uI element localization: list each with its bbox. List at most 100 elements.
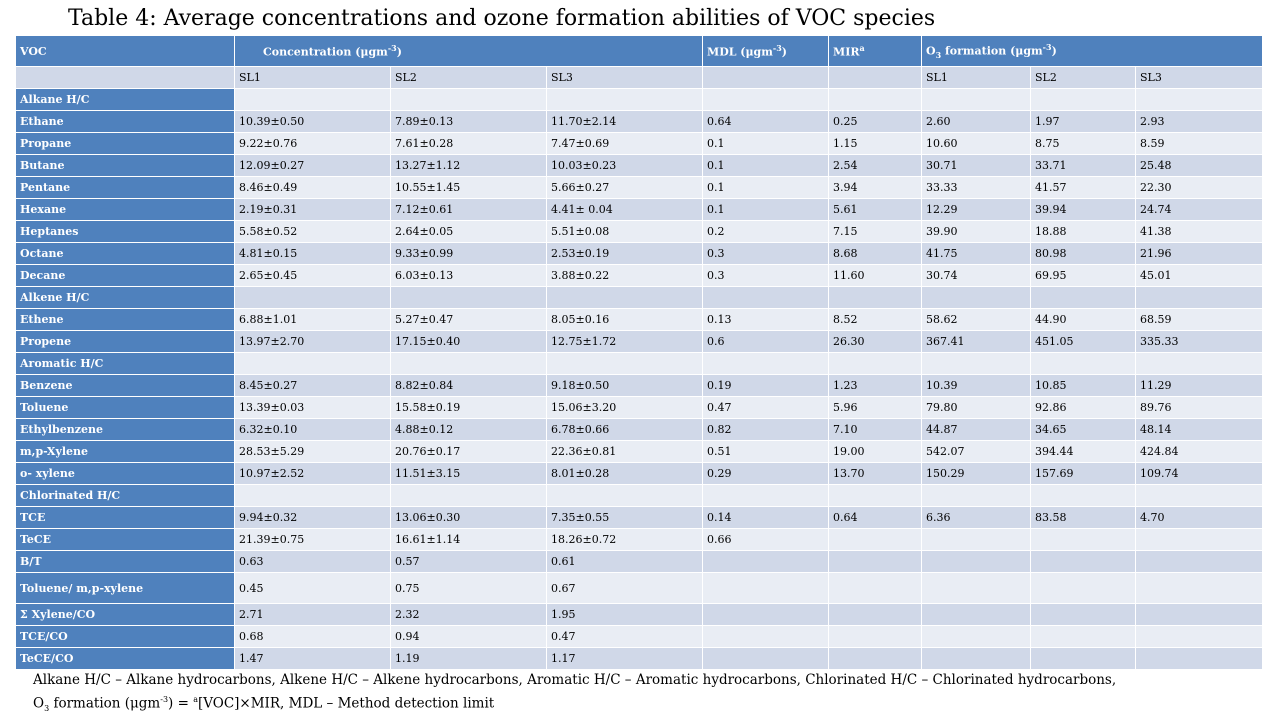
table-row: Aromatic H/C <box>15 352 1264 375</box>
table-cell: 0.19 <box>702 374 830 397</box>
table-cell <box>921 603 1032 626</box>
table-cell: 0.63 <box>234 550 391 573</box>
table-cell: 9.33±0.99 <box>390 242 547 265</box>
table-cell <box>1030 647 1137 670</box>
table-cell <box>1030 572 1137 604</box>
table-cell <box>921 572 1032 604</box>
table-cell: 10.39 <box>921 374 1032 397</box>
table-cell: 2.53±0.19 <box>545 242 704 265</box>
table-row: B/T 0.63 0.57 0.61 <box>15 550 1264 573</box>
table-cell <box>921 550 1032 573</box>
table-cell <box>1030 528 1137 551</box>
table-cell <box>828 647 923 670</box>
table-cell: 21.39±0.75 <box>234 528 391 551</box>
table-cell: 6.78±0.66 <box>545 418 704 441</box>
table-cell: 45.01 <box>1135 264 1264 287</box>
table-cell <box>702 352 830 375</box>
row-label: Ethene <box>15 308 235 331</box>
row-label: o- xylene <box>15 462 235 485</box>
table-cell: 7.15 <box>828 220 923 243</box>
table-cell: 5.27±0.47 <box>390 308 547 331</box>
table-cell: 0.1 <box>702 176 830 199</box>
table-row: Hexane 2.19±0.31 7.12±0.61 4.41± 0.04 0.1 5.6… <box>15 198 1264 221</box>
table-cell <box>702 550 830 573</box>
table-cell <box>702 603 830 626</box>
table-cell: 10.60 <box>921 132 1032 155</box>
table-cell: 7.12±0.61 <box>390 198 547 221</box>
table-cell: 0.3 <box>702 264 830 287</box>
voc-table: VOC Concentration (μgm-3) MDL (μgm-3) MI… <box>15 35 1264 670</box>
row-label: TeCE/CO <box>15 647 235 670</box>
table-cell: 0.47 <box>702 396 830 419</box>
table-cell: 335.33 <box>1135 330 1264 353</box>
table-row: Benzene 8.45±0.27 8.82±0.84 9.18±0.50 0.19 1.… <box>15 374 1264 397</box>
table-cell: 1.15 <box>828 132 923 155</box>
table-cell <box>828 603 923 626</box>
table-cell: 3.88±0.22 <box>545 264 704 287</box>
table-cell <box>390 286 547 309</box>
row-label: Propene <box>15 330 235 353</box>
table-cell <box>1135 572 1264 604</box>
table-cell: 424.84 <box>1135 440 1264 463</box>
table-cell: 25.48 <box>1135 154 1264 177</box>
row-label: Aromatic H/C <box>15 352 235 375</box>
table-cell <box>828 550 923 573</box>
table-cell: 6.88±1.01 <box>234 308 391 331</box>
table-row: Octane 4.81±0.15 9.33±0.99 2.53±0.19 0.3 8.68… <box>15 242 1264 265</box>
table-cell: 0.64 <box>828 506 923 529</box>
table-cell: 3.94 <box>828 176 923 199</box>
table-cell: 8.46±0.49 <box>234 176 391 199</box>
table-cell: 8.68 <box>828 242 923 265</box>
table-cell <box>828 286 923 309</box>
table-cell: 39.94 <box>1030 198 1137 221</box>
table-cell: 8.52 <box>828 308 923 331</box>
table-cell: 83.58 <box>1030 506 1137 529</box>
table-cell: 542.07 <box>921 440 1032 463</box>
table-cell: 0.51 <box>702 440 830 463</box>
table-cell: 13.39±0.03 <box>234 396 391 419</box>
row-label: TCE <box>15 506 235 529</box>
table-cell: 10.39±0.50 <box>234 110 391 133</box>
table-cell: 0.25 <box>828 110 923 133</box>
table-cell <box>702 647 830 670</box>
table-cell <box>828 352 923 375</box>
table-cell <box>545 88 704 111</box>
table-cell: 10.03±0.23 <box>545 154 704 177</box>
table-cell: 0.2 <box>702 220 830 243</box>
row-label: Propane <box>15 132 235 155</box>
table-cell: 0.14 <box>702 506 830 529</box>
table-cell: 150.29 <box>921 462 1032 485</box>
row-label: Heptanes <box>15 220 235 243</box>
row-label: m,p-Xylene <box>15 440 235 463</box>
table-cell <box>702 625 830 648</box>
table-cell: 33.71 <box>1030 154 1137 177</box>
table-row: Pentane 8.46±0.49 10.55±1.45 5.66±0.27 0.1 3.… <box>15 176 1264 199</box>
table-cell: 22.36±0.81 <box>545 440 704 463</box>
table-cell: 7.47±0.69 <box>545 132 704 155</box>
table-cell: 7.61±0.28 <box>390 132 547 155</box>
row-label: Ethylbenzene <box>15 418 235 441</box>
table-cell <box>702 88 830 111</box>
table-cell: 44.90 <box>1030 308 1137 331</box>
table-cell: 41.38 <box>1135 220 1264 243</box>
footnote: Alkane H/C – Alkane hydrocarbons, Alkene… <box>33 670 1273 719</box>
table-row: Alkane H/C <box>15 88 1264 111</box>
table-cell <box>1135 550 1264 573</box>
row-label: Benzene <box>15 374 235 397</box>
table-cell: 44.87 <box>921 418 1032 441</box>
table-cell <box>828 484 923 507</box>
table-cell: 0.47 <box>545 625 704 648</box>
table-cell <box>390 88 547 111</box>
header-row: VOC Concentration (μgm-3) MDL (μgm-3) MI… <box>15 35 1264 67</box>
table-cell: 5.51±0.08 <box>545 220 704 243</box>
table-cell: 0.57 <box>390 550 547 573</box>
table-cell: 5.66±0.27 <box>545 176 704 199</box>
table-cell: 26.30 <box>828 330 923 353</box>
row-label: Butane <box>15 154 235 177</box>
table-row: Toluene 13.39±0.03 15.58±0.19 15.06±3.20 0.4… <box>15 396 1264 419</box>
table-cell: 0.1 <box>702 132 830 155</box>
table-cell: 0.13 <box>702 308 830 331</box>
table-cell: 2.71 <box>234 603 391 626</box>
table-cell: 0.64 <box>702 110 830 133</box>
table-cell <box>545 286 704 309</box>
